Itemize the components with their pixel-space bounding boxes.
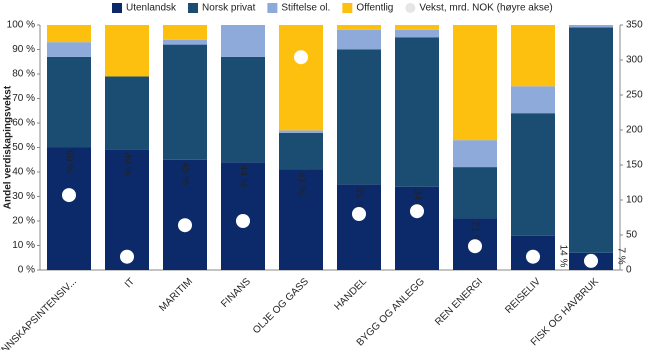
bar-segment xyxy=(47,42,91,57)
bar-segment xyxy=(221,56,265,163)
value-label: 44 % xyxy=(237,165,248,188)
y-tick-label: 0 % xyxy=(18,265,35,276)
legend-swatch xyxy=(188,3,199,13)
growth-dot xyxy=(178,218,192,233)
bar-segment xyxy=(163,39,207,45)
legend-label: Utenlandsk xyxy=(126,3,177,14)
bar-segment xyxy=(47,147,91,270)
legend-marker xyxy=(405,3,416,13)
value-label: 35 % xyxy=(353,187,364,210)
bar-segment xyxy=(47,56,91,148)
value-label: 34 % xyxy=(411,189,422,212)
bar-segment xyxy=(511,25,555,87)
bar-segment xyxy=(569,27,613,253)
y-tick-label: 30 % xyxy=(12,191,35,202)
y2-tick-label: 300 xyxy=(626,55,643,66)
y2-tick-label: 100 xyxy=(626,195,643,206)
y-tick-label: 10 % xyxy=(12,240,35,251)
bar-segment xyxy=(395,25,439,30)
x-tick-label: IT xyxy=(123,276,137,290)
value-label: 41 % xyxy=(295,172,306,195)
bar-segment xyxy=(279,132,323,170)
bar-segment xyxy=(511,86,555,114)
bar-segment xyxy=(47,25,91,43)
growth-dot xyxy=(120,249,134,264)
legend-label: Norsk privat xyxy=(202,3,256,14)
bar-segment xyxy=(453,25,497,141)
bar-segment xyxy=(337,184,381,270)
y-tick-label: 20 % xyxy=(12,216,35,227)
bar-segment xyxy=(453,140,497,168)
x-tick-label: HANDEL xyxy=(333,276,370,313)
value-label: 50 % xyxy=(63,150,74,173)
bar-segment xyxy=(337,49,381,185)
bar-segment xyxy=(395,37,439,187)
legend-swatch xyxy=(267,3,278,13)
bar-segment xyxy=(105,25,149,77)
y-tick-label: 70 % xyxy=(12,93,35,104)
bar-segment xyxy=(395,186,439,270)
bar-segment xyxy=(163,44,207,160)
growth-dot xyxy=(294,50,308,65)
y-tick-label: 80 % xyxy=(12,69,35,80)
y2-tick-label: 250 xyxy=(626,90,643,101)
y2-tick-label: 350 xyxy=(626,20,643,31)
value-label: 21 % xyxy=(469,221,480,244)
legend-label: Stiftelse ol. xyxy=(281,3,330,14)
y-tick-label: 60 % xyxy=(12,118,35,129)
legend-label: Vekst, mrd. NOK (høyre akse) xyxy=(419,3,552,14)
growth-dot xyxy=(352,207,366,221)
x-tick-label: OLJE OG GASS xyxy=(251,276,311,336)
y-tick-label: 90 % xyxy=(12,44,35,55)
growth-dot xyxy=(468,239,482,254)
y2-tick-label: 150 xyxy=(626,160,643,171)
x-tick-label: FINANS xyxy=(219,276,253,310)
bar-segment xyxy=(511,113,555,236)
y2-tick-label: 0 xyxy=(626,265,632,276)
growth-dot xyxy=(410,204,424,219)
bar-segment xyxy=(221,25,265,57)
growth-dot xyxy=(62,188,76,203)
bar-segment xyxy=(279,130,323,133)
y2-tick-label: 200 xyxy=(626,125,643,136)
bar-segment xyxy=(163,25,207,40)
y-tick-label: 50 % xyxy=(12,142,35,153)
growth-dot xyxy=(584,253,598,268)
bar-segment xyxy=(105,76,149,150)
bar-segment xyxy=(337,25,381,30)
y-tick-label: 100 % xyxy=(7,20,35,31)
bar-segment xyxy=(337,29,381,50)
y2-tick-label: 50 xyxy=(626,230,638,241)
legend-swatch xyxy=(112,3,122,13)
value-label: 14 % xyxy=(557,245,568,268)
growth-dot xyxy=(526,249,540,264)
value-label: 49 % xyxy=(121,153,132,176)
bar-segment xyxy=(395,29,439,38)
bar-segment xyxy=(569,25,613,28)
y-tick-label: 40 % xyxy=(12,167,35,178)
bar-segment xyxy=(279,25,323,131)
bar-segment xyxy=(163,159,207,270)
x-tick-label: REN ENERGI xyxy=(433,276,485,328)
legend-label: Offentlig xyxy=(356,3,393,14)
value-label: 45 % xyxy=(179,162,190,185)
x-tick-label: REISELIV xyxy=(503,276,543,316)
x-tick-label: MARITIM xyxy=(157,276,195,314)
legend-swatch xyxy=(342,3,353,13)
value-label: 7 % xyxy=(615,247,626,264)
x-tick-label: KUNNSKAPSINTENSIV... xyxy=(0,276,79,350)
bar-segment xyxy=(279,169,323,270)
growth-dot xyxy=(236,214,250,228)
bar-segment xyxy=(453,167,497,219)
y-axis-title: Andel verdiskapingsvekst xyxy=(3,85,14,209)
